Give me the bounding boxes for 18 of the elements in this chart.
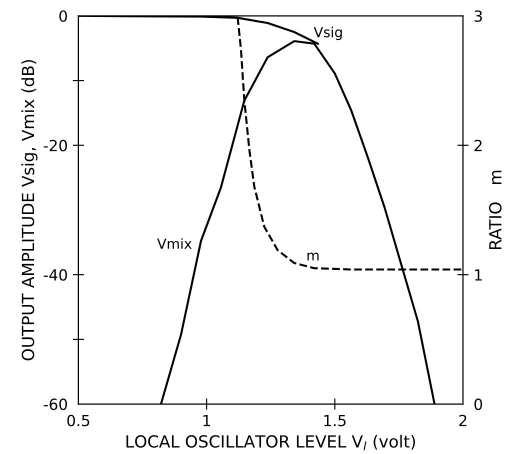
x-tick-label: 1.5 (324, 414, 346, 426)
annotation: m (308, 252, 319, 260)
y-tick-label: -20 (44, 140, 67, 152)
y2-tick-label: 2 (474, 140, 482, 152)
y-tick-label: -40 (44, 269, 67, 281)
y2-tick-label: 1 (475, 269, 482, 280)
annotation: Vmix (157, 238, 192, 249)
y2-tick-label: 0 (474, 398, 482, 410)
annotation: Vsig (314, 26, 342, 40)
y2-tick-label: 3 (474, 10, 482, 22)
y-tick-label: -60 (44, 398, 67, 410)
x-tick-label: 2 (459, 414, 466, 426)
y-tick-label: 0 (59, 10, 67, 22)
y2-axis-title: RATIO m (488, 170, 502, 250)
x-axis-title: LOCAL OSCILLATOR LEVEL V$_{l}$ (volt) (126, 434, 415, 450)
x-tick-label: 0.5 (67, 414, 90, 426)
y-axis-title: OUTPUT AMPLITUDE Vsig, Vmix (dB) (21, 60, 38, 360)
x-tick-label: 1 (203, 414, 210, 426)
